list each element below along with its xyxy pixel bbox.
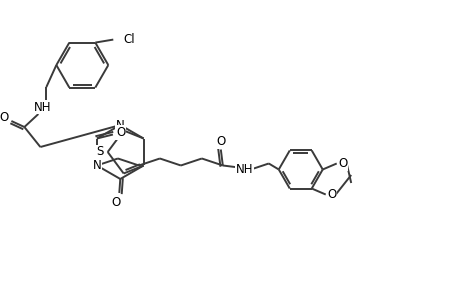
Text: O: O (112, 196, 121, 209)
Text: S: S (96, 146, 103, 158)
Text: N: N (116, 118, 124, 131)
Text: N: N (92, 159, 101, 172)
Text: NH: NH (235, 163, 253, 176)
Text: Cl: Cl (123, 33, 134, 46)
Text: O: O (216, 135, 225, 148)
Text: O: O (337, 157, 347, 170)
Text: O: O (326, 188, 336, 201)
Text: O: O (116, 126, 125, 139)
Text: O: O (0, 110, 9, 124)
Text: NH: NH (34, 100, 51, 113)
